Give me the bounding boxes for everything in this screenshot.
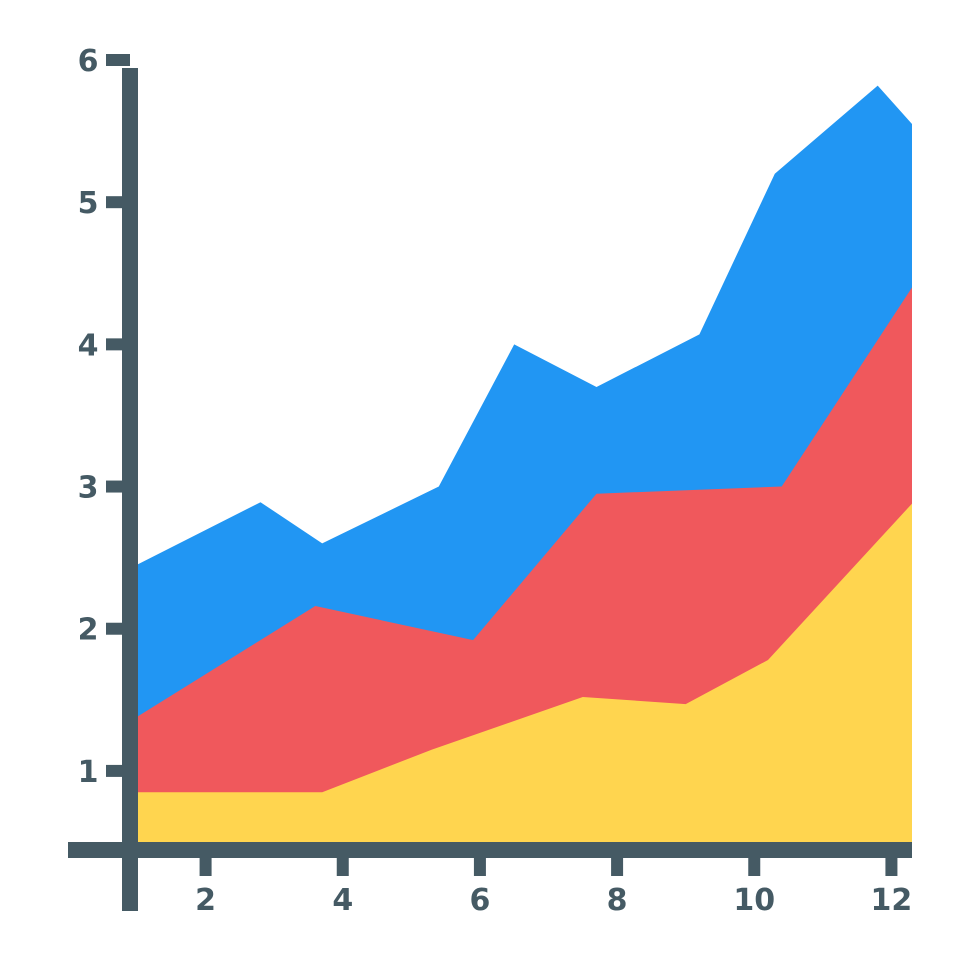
- y-tick-3: [106, 480, 130, 493]
- y-tick-4: [106, 338, 130, 351]
- x-axis-line: [68, 842, 912, 858]
- x-tick-6: [473, 850, 486, 876]
- area-series-1: [137, 503, 912, 842]
- x-tick-4: [336, 850, 349, 876]
- x-tick-label: 4: [332, 883, 353, 918]
- x-tick-label: 10: [733, 883, 775, 918]
- y-tick-label: 4: [78, 328, 99, 363]
- plot-areas: [137, 85, 912, 843]
- x-tick-label: 8: [607, 883, 628, 918]
- x-tick-label: 2: [195, 883, 216, 918]
- x-tick-12: [885, 850, 898, 876]
- y-tick-6: [106, 54, 130, 66]
- x-tick-label: 6: [469, 883, 490, 918]
- y-tick-label: 6: [78, 44, 99, 79]
- x-tick-8: [611, 850, 624, 876]
- y-tick-label: 1: [78, 755, 99, 790]
- x-tick-label: 12: [871, 883, 913, 918]
- y-tick-1: [106, 764, 130, 777]
- y-tick-label: 5: [78, 186, 99, 221]
- y-tick-label: 2: [78, 613, 99, 648]
- x-tick-2: [199, 850, 212, 876]
- ticks: [106, 54, 898, 876]
- y-tick-2: [106, 622, 130, 635]
- y-tick-5: [106, 196, 130, 209]
- x-tick-10: [748, 850, 761, 876]
- y-tick-label: 3: [78, 471, 99, 506]
